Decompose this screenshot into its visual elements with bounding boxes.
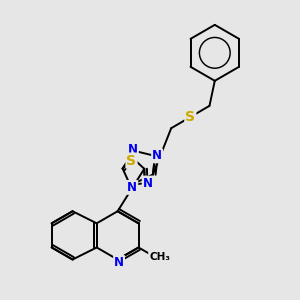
Text: S: S (185, 110, 195, 124)
Text: S: S (127, 154, 136, 168)
Text: N: N (143, 176, 153, 190)
Text: N: N (128, 143, 138, 156)
Text: N: N (127, 181, 137, 194)
Text: N: N (114, 256, 124, 269)
Text: N: N (152, 149, 162, 162)
Text: CH₃: CH₃ (149, 252, 170, 262)
